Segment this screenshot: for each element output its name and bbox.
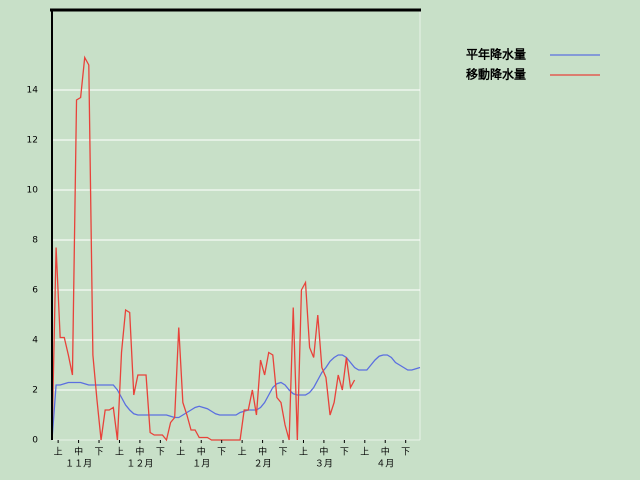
month-label: １２月 [126,459,153,470]
x-tick-label: 中 [381,446,390,458]
x-tick-label: 上 [54,447,63,458]
x-tick-label: 上 [176,447,185,458]
month-label: ４月 [376,459,394,470]
x-tick-label: 下 [340,448,349,458]
series-line [51,354,421,441]
legend-label: 平年降水量 [466,47,526,62]
legend-label: 移動降水量 [466,67,526,82]
x-tick-label: 中 [74,446,83,458]
x-tick-label: 下 [217,448,226,458]
y-tick-label: 4 [32,336,38,346]
y-tick-label: 8 [32,236,38,246]
series-line [51,55,356,442]
y-tick-label: 6 [32,286,38,296]
y-tick-label: 2 [32,386,38,396]
month-label: ３月 [315,459,333,470]
y-tick-label: 10 [27,186,39,196]
x-tick-label: 上 [238,447,247,458]
plot [51,55,421,442]
x-tick-label: 下 [401,448,410,458]
x-tick-label: 上 [299,447,308,458]
x-tick-label: 中 [258,446,267,458]
x-tick-label: 中 [319,446,328,458]
y-tick-label: 12 [27,136,38,146]
y-tick-label: 14 [27,86,39,96]
month-label: ２月 [254,459,272,470]
x-tick-label: 上 [360,447,369,458]
y-tick-label: 0 [32,436,38,446]
x-tick-label: 下 [156,448,165,458]
x-tick-label: 下 [279,448,288,458]
x-tick-label: 中 [197,446,206,458]
x-tick-label: 下 [95,448,104,458]
x-tick-label: 中 [135,446,144,458]
x-tick-label: 上 [115,447,124,458]
month-label: １月 [192,459,210,470]
month-label: １１月 [65,459,92,470]
